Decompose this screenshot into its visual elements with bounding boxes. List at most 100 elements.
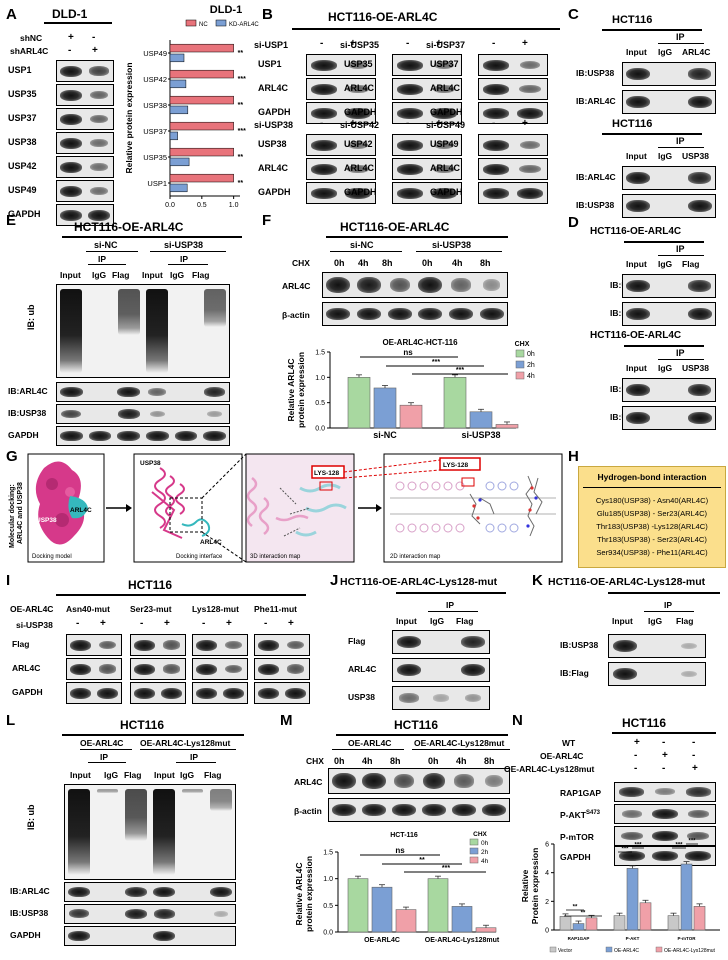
chart-a: DLD-1NC KD-ARL4C USP49 ** USP42 *** USP38 ** USP… xyxy=(124,4,259,209)
bar xyxy=(613,915,626,931)
column-label: Flag xyxy=(682,259,700,269)
row-label: GAPDH xyxy=(8,430,39,440)
blot-band xyxy=(98,664,117,674)
blot-band xyxy=(60,65,82,77)
bar xyxy=(169,53,185,63)
blot-band xyxy=(96,687,119,699)
row-label: IB:ARL4C xyxy=(576,172,616,182)
svg-text:3D interaction map: 3D interaction map xyxy=(250,554,301,560)
blot-strip xyxy=(56,426,230,446)
blot-band xyxy=(125,909,147,919)
blot-band xyxy=(195,639,218,651)
blot-band xyxy=(90,162,108,172)
blot-band xyxy=(133,639,156,651)
sign: - xyxy=(492,118,496,129)
blot-band xyxy=(90,138,108,148)
legend-label: 0h xyxy=(527,351,535,358)
sign: - xyxy=(92,32,96,43)
chart-title: HCT-116 xyxy=(390,832,418,839)
blot-band xyxy=(357,276,381,294)
significance-label: *** xyxy=(456,367,464,374)
blot-band xyxy=(516,187,544,199)
title-underline xyxy=(624,345,704,347)
tick-label: 0.5 xyxy=(315,400,325,407)
ip-underline xyxy=(658,359,704,360)
sign: + xyxy=(436,38,442,49)
tick-label: si-NC xyxy=(373,430,397,440)
blot-band xyxy=(688,68,712,80)
condition-label: WT xyxy=(562,738,576,748)
side-label: Molecular docking: xyxy=(9,484,16,548)
ip-label: IP xyxy=(676,32,685,42)
tick-label: P-mTOR xyxy=(678,936,697,941)
title-underline xyxy=(336,734,508,736)
sign: + xyxy=(288,618,294,629)
column-label: ARL4C xyxy=(682,47,711,57)
blot-band xyxy=(88,431,112,441)
row-label: P-AKTS473 xyxy=(560,810,600,820)
group-label: si-NC xyxy=(350,240,374,250)
significance-label: *** xyxy=(675,843,683,849)
panel-letter: H xyxy=(568,448,579,465)
hbond-title: Hydrogen-bond interaction xyxy=(597,472,707,482)
sign: - xyxy=(68,45,72,56)
blot-band xyxy=(433,140,455,150)
blot-strip xyxy=(608,662,706,686)
blot-strip xyxy=(322,272,508,298)
sign: - xyxy=(662,763,666,774)
blot-band xyxy=(146,431,169,441)
tick-label: 1.5 xyxy=(315,350,325,357)
blot-band xyxy=(344,187,372,199)
blot-band xyxy=(516,107,544,119)
axis-label: protein expression xyxy=(296,352,306,428)
blot-band xyxy=(362,803,386,817)
panel-title: HCT116 xyxy=(120,718,165,732)
bar xyxy=(371,886,393,933)
bar xyxy=(559,916,572,931)
blot-band xyxy=(60,387,83,397)
tick-label: USP1 xyxy=(147,179,167,188)
blot-band xyxy=(396,187,424,199)
significance-label: *** xyxy=(621,847,629,853)
column-label: Input xyxy=(70,770,91,780)
blot-band xyxy=(422,772,446,790)
blot-band xyxy=(687,199,712,213)
blot-band xyxy=(681,670,697,678)
title-underline xyxy=(326,236,508,238)
blot-band xyxy=(284,687,307,699)
row-label: Flag xyxy=(348,636,366,646)
time-label: 0h xyxy=(334,258,345,268)
blot-band xyxy=(519,84,541,94)
tick-label: 1.5 xyxy=(323,850,333,857)
blot-band xyxy=(362,772,386,790)
blot-strip xyxy=(478,182,548,204)
blot-band xyxy=(209,887,232,897)
axis-label: protein expression xyxy=(304,856,314,932)
row-label: β-actin xyxy=(294,806,322,816)
row-label: ARL4C xyxy=(12,663,41,673)
group-underline xyxy=(416,251,502,252)
row-label: USP38 xyxy=(8,137,37,147)
blot-band xyxy=(483,279,501,291)
tick-label: USP38 xyxy=(143,101,167,110)
ip-label: IP xyxy=(676,348,685,358)
time-label: 0h xyxy=(428,756,439,766)
sign: - xyxy=(634,750,638,761)
blot-band xyxy=(149,410,165,418)
blot-strip xyxy=(306,102,376,124)
row-label: IB:USP38 xyxy=(560,640,599,650)
row-label: Flag xyxy=(12,639,30,649)
blot-strip xyxy=(392,134,462,156)
column-label: Flag xyxy=(204,770,222,780)
blot-band xyxy=(418,307,443,321)
si-label: si-USP42 xyxy=(340,120,380,130)
significance-label: ** xyxy=(238,102,244,109)
tick-label: 0.5 xyxy=(197,202,207,209)
column-label: Input xyxy=(626,151,647,161)
row-label: IB:USP38 xyxy=(8,408,47,418)
blot-band xyxy=(626,307,651,321)
legend-swatch xyxy=(515,349,525,358)
tick-label: 1.0 xyxy=(229,202,239,209)
smear-lane xyxy=(146,289,169,373)
svg-text:LYS-128: LYS-128 xyxy=(314,470,339,477)
